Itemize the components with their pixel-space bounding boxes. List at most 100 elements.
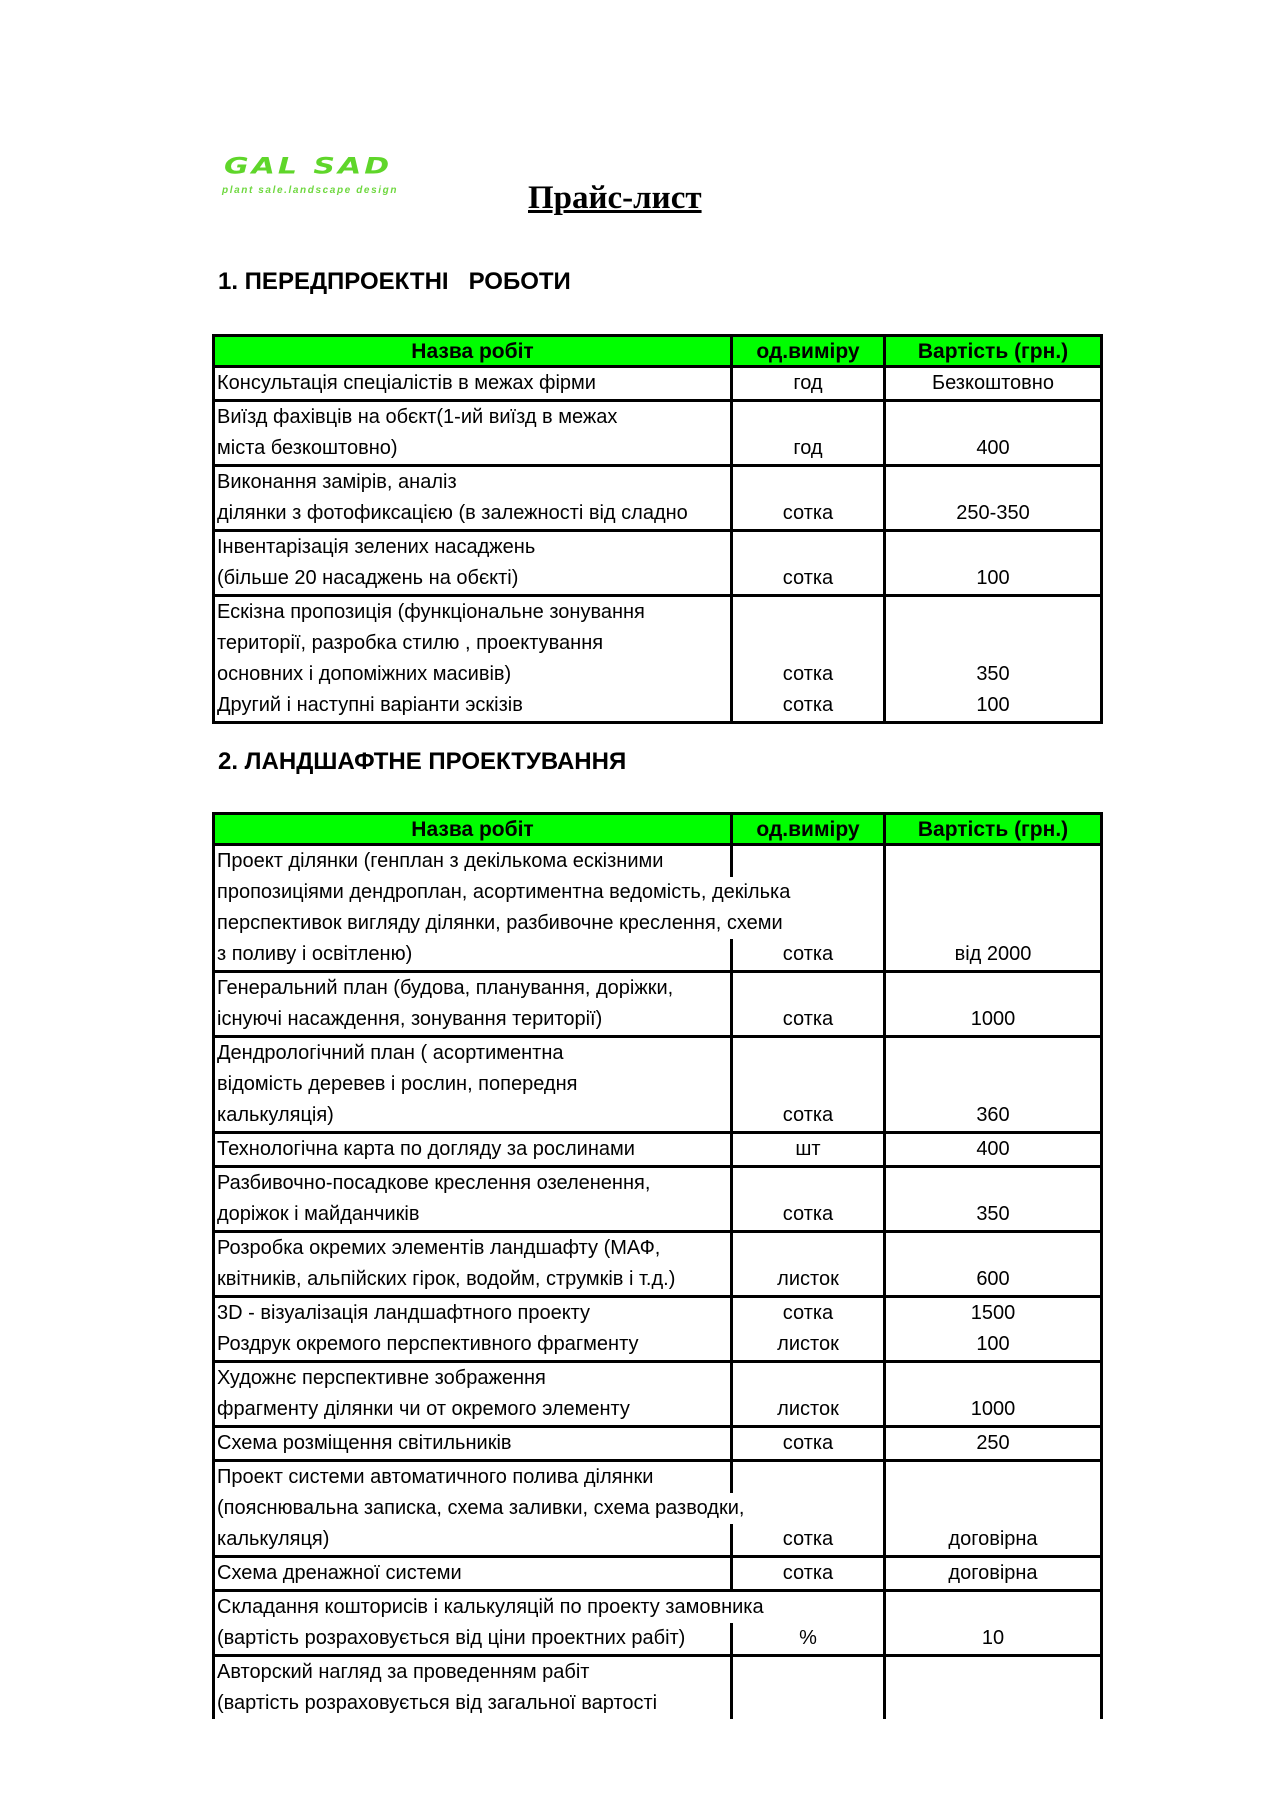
service-name-cell: Роздрук окремого перспективного фрагмент… bbox=[215, 1329, 733, 1360]
price-cell: 100 bbox=[886, 690, 1100, 721]
table-row: Розробка окремих элементів ландшафту (МА… bbox=[215, 1233, 1100, 1295]
service-name-line: (пояснювальна записка, схема заливки, сх… bbox=[215, 1493, 745, 1524]
price-value: 1500 bbox=[970, 1302, 1016, 1324]
price-cell: 1000 bbox=[886, 973, 1100, 1035]
price-value: 10 bbox=[981, 1627, 1005, 1649]
service-name-text: доріжок і майданчиків bbox=[217, 1199, 420, 1230]
service-name-text: території, разробка стилю , проектування bbox=[217, 628, 604, 659]
table-row-group: Ескізна пропозиція (функціональне зонува… bbox=[215, 597, 1100, 724]
price-value: 100 bbox=[976, 567, 1010, 589]
service-name-text: Складання кошторисів і калькуляцій по пр… bbox=[217, 1592, 764, 1623]
table-row: Виконання замірів, аналіз ділянки з фото… bbox=[215, 467, 1100, 529]
service-name-line: Виїзд фахівців на обєкт(1-ий виїзд в меж… bbox=[215, 402, 730, 433]
service-name-line: калькуляція) bbox=[215, 1100, 730, 1131]
service-name-cell: Розробка окремих элементів ландшафту (МА… bbox=[215, 1233, 733, 1295]
service-name-text: перспективок вигляду ділянки, разбивочне… bbox=[217, 908, 783, 939]
service-name-text: калькуляція) bbox=[217, 1100, 334, 1131]
table-row: Проект системи автоматичного полива діля… bbox=[215, 1462, 1100, 1555]
table-row: Схема розміщення світильників сотка 250 bbox=[215, 1428, 1100, 1459]
table-row: Генеральний план (будова, планування, до… bbox=[215, 973, 1100, 1035]
service-name-text: Разбивочно-посадкове креслення озелененн… bbox=[217, 1168, 651, 1199]
unit-cell: год bbox=[733, 368, 886, 399]
price-value: 400 bbox=[976, 1138, 1010, 1160]
unit-value: сотка bbox=[782, 567, 834, 589]
service-name-text: пропозиціями дендроплан, асортиментна ве… bbox=[217, 877, 791, 908]
service-name-line: (вартість розраховується від ціни проект… bbox=[215, 1623, 730, 1654]
price-value: від 2000 bbox=[954, 943, 1032, 965]
service-name-cell: Проект ділянки (генплан з декількома еск… bbox=[215, 846, 791, 970]
price-cell: 250-350 bbox=[886, 467, 1100, 529]
logo-tagline: plant sale.landscape design bbox=[222, 185, 399, 196]
service-name-text: 3D - візуалізація ландшафтного проекту bbox=[217, 1298, 591, 1329]
service-name-line: Консультація спеціалістів в межах фірми bbox=[215, 368, 730, 399]
service-name-line: пропозиціями дендроплан, асортиментна ве… bbox=[215, 877, 791, 908]
table-header-row: Назва робіт од.виміру Вартість (грн.) bbox=[215, 812, 1100, 846]
section-heading-2: 2. ЛАНДШАФТНЕ ПРОЕКТУВАННЯ bbox=[218, 748, 627, 775]
unit-cell: сотка bbox=[733, 597, 886, 690]
section-heading-1: 1. ПЕРЕДПРОЕКТНІ РОБОТИ bbox=[218, 268, 571, 295]
service-name-line: квітників, альпійских гірок, водойм, стр… bbox=[215, 1264, 730, 1295]
unit-cell: % bbox=[733, 1592, 886, 1654]
service-name-text: Художнє перспективне зображення bbox=[217, 1363, 546, 1394]
service-name-line: доріжок і майданчиків bbox=[215, 1199, 730, 1230]
service-name-cell: Інвентарізація зелених насаджень (більше … bbox=[215, 532, 733, 594]
unit-value: листок bbox=[777, 1333, 839, 1355]
service-name-line: перспективок вигляду ділянки, разбивочне… bbox=[215, 908, 783, 939]
table-row: Разбивочно-посадкове креслення озелененн… bbox=[215, 1168, 1100, 1230]
service-name-line: фрагменту ділянки чи от окремого элемент… bbox=[215, 1394, 730, 1425]
service-name-text: Проект системи автоматичного полива діля… bbox=[217, 1462, 654, 1493]
table-row-group: Розробка окремих элементів ландшафту (МА… bbox=[215, 1233, 1100, 1298]
service-name-text: Інвентарізація зелених насаджень bbox=[217, 532, 536, 563]
service-name-line: з поливу і освітленю) bbox=[215, 939, 730, 970]
price-value: 400 bbox=[976, 437, 1010, 459]
column-header-price: Вартість (грн.) bbox=[917, 340, 1069, 363]
table-row-group: Схема дренажної системи сотка договірна bbox=[215, 1558, 1100, 1592]
unit-cell: сотка bbox=[733, 1038, 886, 1131]
service-name-cell: 3D - візуалізація ландшафтного проекту bbox=[215, 1298, 733, 1329]
unit-cell: год bbox=[733, 402, 886, 464]
unit-cell: сотка bbox=[733, 532, 886, 594]
unit-value: сотка bbox=[782, 663, 834, 685]
table-row: Інвентарізація зелених насаджень (більше … bbox=[215, 532, 1100, 594]
price-value: договірна bbox=[948, 1528, 1038, 1550]
service-name-line: Проект ділянки (генплан з декількома еск… bbox=[215, 846, 730, 877]
service-name-line: території, разробка стилю , проектування bbox=[215, 628, 730, 659]
price-cell: 350 bbox=[886, 597, 1100, 690]
table-row-group: Проект ділянки (генплан з декількома еск… bbox=[215, 846, 1100, 973]
unit-cell: сотка bbox=[733, 690, 886, 721]
price-cell: 350 bbox=[886, 1168, 1100, 1230]
service-name-line: Технологічна карта по догляду за рослина… bbox=[215, 1134, 730, 1165]
price-cell: договірна bbox=[886, 1462, 1100, 1555]
unit-cell: сотка bbox=[733, 973, 886, 1035]
service-name-text: Проект ділянки (генплан з декількома еск… bbox=[217, 846, 664, 877]
service-name-cell: Схема дренажної системи bbox=[215, 1558, 733, 1589]
service-name-text: (вартість розраховується від загальної в… bbox=[217, 1688, 658, 1719]
table-row: Другий і наступні варіанти эскізів сотка 1… bbox=[215, 690, 1100, 721]
unit-cell: сотка bbox=[733, 1428, 886, 1459]
service-name-cell: Консультація спеціалістів в межах фірми bbox=[215, 368, 733, 399]
price-value: 360 bbox=[976, 1104, 1010, 1126]
service-name-text: Консультація спеціалістів в межах фірми bbox=[217, 368, 596, 399]
table-row-group: Проект системи автоматичного полива діля… bbox=[215, 1462, 1100, 1558]
service-name-text: Розробка окремих элементів ландшафту (МА… bbox=[217, 1233, 661, 1264]
unit-cell: сотка bbox=[733, 467, 886, 529]
service-name-text: калькуляця) bbox=[217, 1524, 330, 1555]
price-cell: Безкоштовно bbox=[886, 368, 1100, 399]
column-header-price: Вартість (грн.) bbox=[917, 818, 1069, 841]
table-row-group: Генеральний план (будова, планування, до… bbox=[215, 973, 1100, 1038]
service-name-text: існуючі насаждення, зонування території) bbox=[217, 1004, 603, 1035]
service-name-text: (пояснювальна записка, схема заливки, сх… bbox=[217, 1493, 745, 1524]
unit-cell: шт bbox=[733, 1134, 886, 1165]
column-header-unit: од.виміру bbox=[733, 815, 886, 845]
service-name-line: калькуляця) bbox=[215, 1524, 730, 1555]
unit-value: сотка bbox=[782, 694, 834, 716]
table-row-group: Консультація спеціалістів в межах фірми г… bbox=[215, 368, 1100, 402]
unit-cell: сотка bbox=[733, 1168, 886, 1230]
service-name-text: Генеральний план (будова, планування, до… bbox=[217, 973, 674, 1004]
unit-value: сотка bbox=[782, 1528, 834, 1550]
service-name-text: Схема розміщення світильників bbox=[217, 1428, 512, 1459]
service-name-line: Авторский нагляд за проведенням рабіт bbox=[215, 1657, 730, 1688]
unit-cell: сотка bbox=[733, 846, 886, 970]
service-name-text: Технологічна карта по догляду за рослина… bbox=[217, 1134, 635, 1165]
price-value: 1000 bbox=[970, 1398, 1016, 1420]
